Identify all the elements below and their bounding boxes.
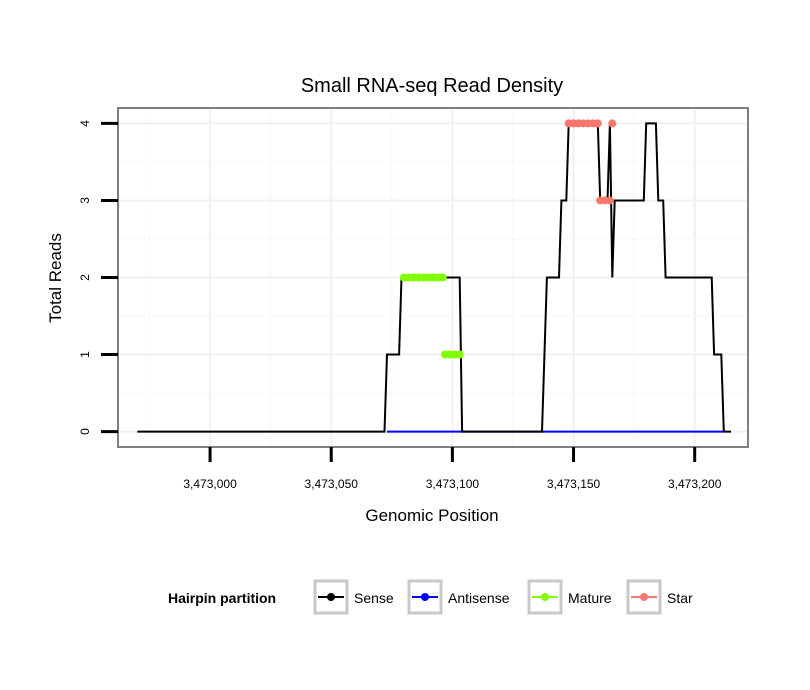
legend-key-point [327,593,335,601]
y-tick-label: 2 [78,274,92,281]
series-layer [137,119,731,433]
legend-item-sense: Sense [313,579,394,615]
legend-item-mature: Mature [527,579,612,615]
legend-key-point [541,593,549,601]
x-tick-label: 3,473,200 [668,477,722,491]
x-tick-label: 3,473,050 [305,477,359,491]
x-tick-label: 3,473,100 [426,477,480,491]
y-tick-label: 0 [78,428,92,435]
series-star-point [593,119,602,128]
legend-key-point [640,593,648,601]
legend-item-star: Star [626,579,693,615]
legend-label: Mature [568,590,612,606]
series-mature-point [455,350,464,359]
y-tick-label: 3 [78,197,92,204]
y-tick-label: 1 [78,351,92,358]
x-axis: 3,473,000 3,473,050 3,473,100 3,473,150 3,47… [183,447,722,491]
series-star-point [608,119,617,128]
chart-title: Small RNA-seq Read Density [301,75,563,97]
series-mature-point [438,273,447,282]
legend-key-point [421,593,429,601]
y-axis-title: Total Reads [46,233,65,323]
legend-label: Antisense [448,590,510,606]
y-tick-label: 4 [78,120,92,127]
y-axis: 0 1 2 3 4 [78,120,118,435]
legend-label: Sense [354,590,394,606]
legend-title: Hairpin partition [168,590,276,606]
legend-item-antisense: Antisense [407,579,510,615]
x-tick-label: 3,473,000 [183,477,237,491]
x-tick-label: 3,473,150 [547,477,601,491]
legend: Hairpin partition Sense Antisense Mature St… [168,579,693,615]
x-axis-title: Genomic Position [365,506,498,525]
series-star-point [605,196,614,205]
legend-label: Star [667,590,693,606]
